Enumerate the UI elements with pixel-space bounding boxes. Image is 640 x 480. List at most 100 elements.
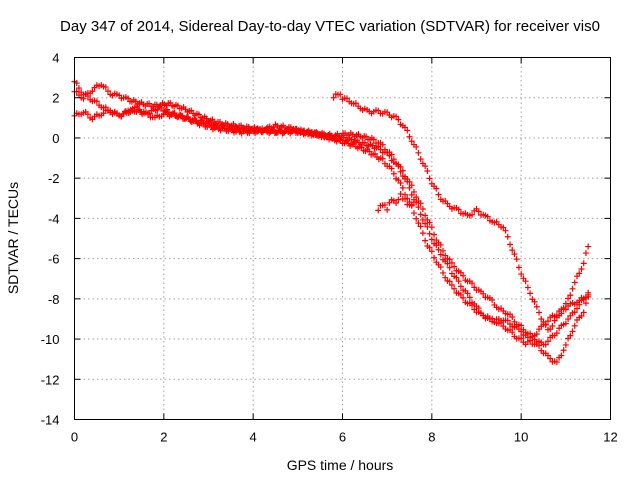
data-point [102, 104, 109, 111]
y-tick-label: 4 [52, 51, 59, 66]
data-point [562, 320, 569, 327]
data-point [422, 212, 429, 219]
data-point [426, 175, 433, 182]
x-axis-label: GPS time / hours [287, 457, 394, 473]
data-point [451, 263, 458, 270]
data-point [399, 184, 406, 191]
data-point [527, 290, 534, 297]
data-point [410, 188, 417, 195]
data-point [544, 318, 551, 325]
data-point [580, 260, 587, 267]
data-point [578, 313, 585, 320]
data-point [524, 284, 531, 291]
data-point [453, 274, 460, 281]
data-point [388, 151, 395, 158]
data-point [451, 285, 458, 292]
data-point [518, 322, 525, 329]
data-point [422, 237, 429, 244]
data-point [567, 332, 574, 339]
data-point [469, 302, 476, 309]
data-point [533, 303, 540, 310]
data-point [558, 352, 565, 359]
data-points [71, 78, 592, 366]
data-point [569, 328, 576, 335]
data-point [384, 206, 391, 213]
data-point [448, 281, 455, 288]
data-point [502, 227, 509, 234]
data-point [397, 179, 404, 186]
data-point [428, 224, 435, 231]
data-point [100, 110, 107, 117]
data-point [154, 106, 161, 113]
data-point [565, 295, 572, 302]
data-point [417, 211, 424, 218]
data-point [569, 285, 576, 292]
data-point [426, 230, 433, 237]
data-point [408, 182, 415, 189]
data-point [372, 150, 379, 157]
data-point [89, 116, 96, 123]
data-point [431, 254, 438, 261]
x-tick-label: 2 [160, 430, 167, 445]
data-point [440, 247, 446, 254]
data-point [375, 207, 382, 214]
data-point [536, 309, 543, 316]
data-point [455, 278, 462, 285]
data-point [513, 256, 520, 263]
data-point [397, 163, 404, 170]
data-point [469, 211, 476, 218]
data-point [582, 300, 589, 307]
data-point [192, 117, 199, 124]
data-point [146, 110, 153, 117]
data-point [574, 305, 580, 312]
data-point [576, 270, 583, 277]
data-point [504, 233, 511, 240]
data-point [571, 279, 578, 286]
data-point [413, 143, 420, 150]
data-point [542, 341, 549, 348]
data-point [480, 290, 487, 297]
data-point [102, 84, 109, 91]
data-point [475, 208, 482, 215]
data-point [419, 205, 426, 212]
y-axis-label: SDTVAR / TECUs [5, 182, 21, 294]
data-point [460, 272, 467, 279]
data-point [419, 230, 426, 237]
data-point [393, 200, 400, 207]
data-point [518, 335, 525, 342]
data-point [469, 280, 476, 287]
data-point [435, 191, 442, 198]
data-point [518, 271, 525, 278]
data-point [406, 133, 413, 140]
data-point [480, 312, 487, 319]
data-point [433, 185, 440, 192]
data-point [509, 314, 516, 321]
data-point [565, 316, 572, 323]
data-point [558, 310, 565, 317]
data-point [105, 88, 111, 95]
data-point [455, 206, 462, 213]
data-point [446, 264, 453, 271]
data-point [352, 100, 359, 107]
x-tick-label: 4 [250, 430, 257, 445]
data-point [553, 330, 560, 337]
data-point [404, 127, 411, 134]
data-point [582, 250, 589, 257]
data-point [93, 98, 100, 105]
data-point [366, 148, 373, 155]
data-point [415, 204, 422, 211]
y-tick-label: -12 [41, 372, 60, 387]
data-point [413, 194, 420, 201]
data-point [551, 317, 558, 324]
data-point [431, 231, 438, 238]
data-point [484, 213, 491, 220]
y-tick-label: -4 [48, 211, 60, 226]
series-track-d [330, 91, 592, 333]
series-track-c [71, 82, 592, 348]
y-tick-label: -8 [48, 292, 60, 307]
data-point [390, 170, 397, 177]
data-point [578, 266, 585, 273]
data-point [402, 124, 409, 131]
data-point [402, 196, 409, 203]
data-point [547, 326, 554, 333]
